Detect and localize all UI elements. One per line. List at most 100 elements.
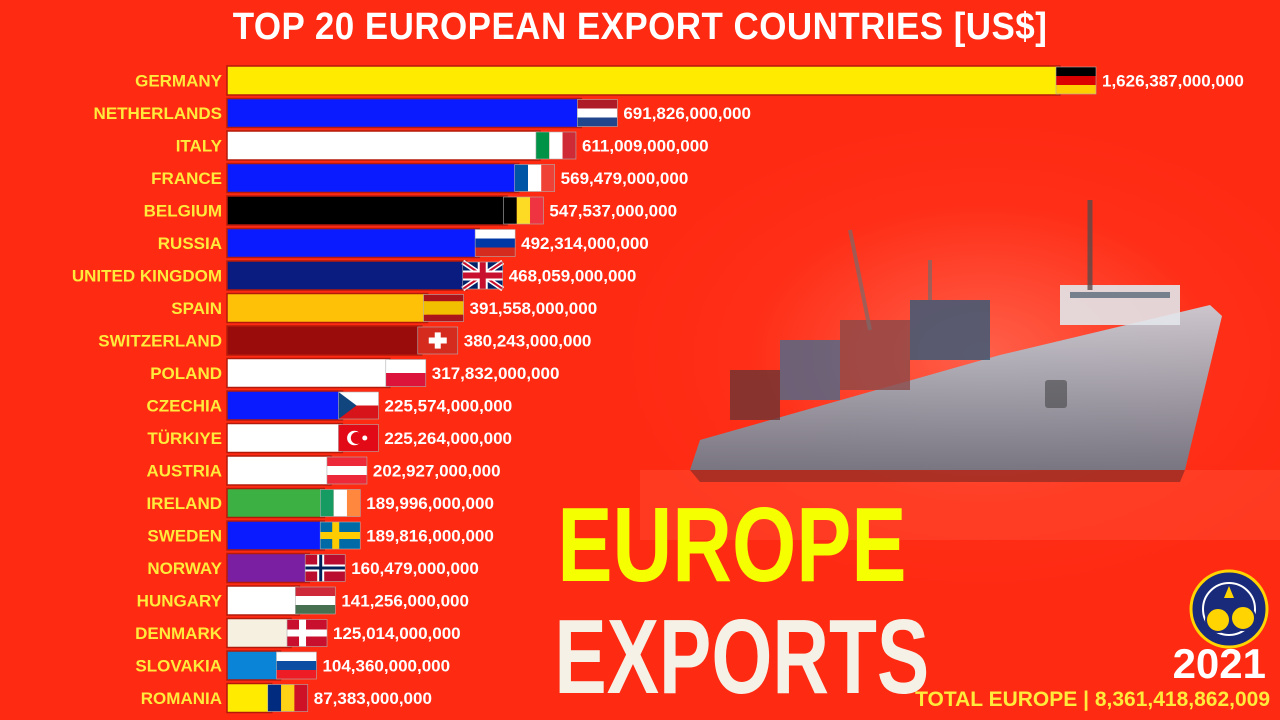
category-label: FRANCE: [151, 169, 222, 188]
category-label: NETHERLANDS: [94, 104, 222, 123]
category-label: TÜRKIYE: [147, 429, 222, 448]
category-label: SLOVAKIA: [135, 657, 222, 676]
value-label: 189,996,000,000: [366, 494, 494, 513]
flag-6-icon: [461, 259, 505, 292]
overlay-europe-text: EUROPE: [557, 486, 907, 604]
bar-row: SLOVAKIA 104,360,000,000: [135, 650, 450, 681]
bar-row: FRANCE 569,479,000,000: [151, 162, 689, 194]
bar: [226, 195, 509, 226]
flag-19-icon: [267, 684, 309, 712]
bar: [226, 552, 310, 584]
bar-row: AUSTRIA 202,927,000,000: [146, 455, 501, 486]
value-label: 87,383,000,000: [314, 689, 432, 708]
bar-row: HUNGARY 141,256,000,000: [137, 585, 469, 616]
flag-3-icon: [514, 164, 555, 192]
bar-row: SPAIN 391,558,000,000: [171, 292, 598, 324]
category-label: NORWAY: [147, 559, 222, 578]
bar: [226, 650, 282, 681]
flag-4-icon: [503, 196, 544, 225]
bar: [226, 487, 326, 519]
bar: [226, 390, 344, 421]
chart-title: TOP 20 EUROPEAN EXPORT COUNTRIES [US$]: [232, 6, 1048, 48]
bar-row: TÜRKIYE 225,264,000,000: [147, 422, 512, 454]
bar: [226, 682, 273, 714]
category-label: POLAND: [150, 364, 222, 383]
bar-row: GERMANY 1,626,387,000,000: [135, 65, 1244, 96]
value-label: 391,558,000,000: [470, 299, 598, 318]
bar: [226, 357, 391, 389]
value-label: 202,927,000,000: [373, 462, 501, 481]
bar: [226, 455, 332, 486]
value-label: 611,009,000,000: [582, 137, 709, 156]
category-label: DENMARK: [135, 624, 223, 643]
category-label: AUSTRIA: [146, 462, 222, 481]
value-label: 691,826,000,000: [623, 104, 751, 123]
value-label: 160,479,000,000: [351, 559, 479, 578]
category-label: CZECHIA: [146, 397, 222, 416]
category-label: SWEDEN: [147, 527, 222, 546]
bar: [226, 292, 429, 324]
flag-0-icon: [1055, 66, 1097, 95]
flag-7-icon: [423, 294, 464, 322]
bar: [226, 260, 468, 291]
value-label: 189,816,000,000: [366, 527, 494, 546]
bar: [226, 325, 423, 356]
total-europe-label: TOTAL EUROPE | 8,361,418,862,009: [915, 688, 1270, 711]
bar: [226, 617, 292, 649]
value-label: 225,574,000,000: [385, 397, 513, 416]
value-label: 317,832,000,000: [432, 364, 560, 383]
flag-16-icon: [295, 586, 336, 615]
bar: [226, 97, 583, 129]
bar-row: RUSSIA 492,314,000,000: [158, 227, 649, 259]
bar-row: SWITZERLAND 380,243,000,000: [98, 325, 592, 356]
flag-12-icon: [326, 456, 368, 485]
flag-14-icon: [319, 521, 361, 550]
flag-8-icon: [417, 326, 459, 355]
bar-row: BELGIUM 547,537,000,000: [144, 195, 677, 226]
value-label: 492,314,000,000: [521, 234, 649, 253]
value-label: 569,479,000,000: [561, 169, 689, 188]
category-label: ITALY: [176, 137, 223, 156]
bar-row: ITALY 611,009,000,000: [176, 130, 709, 161]
bar-row: ROMANIA 87,383,000,000: [141, 682, 432, 714]
category-label: GERMANY: [135, 72, 223, 91]
value-label: 547,537,000,000: [549, 202, 677, 221]
flag-18-icon: [276, 651, 317, 680]
category-label: SPAIN: [171, 299, 222, 318]
category-label: IRELAND: [146, 494, 222, 513]
flag-2-icon: [535, 131, 577, 160]
bar-row: SWEDEN 189,816,000,000: [147, 520, 494, 551]
year-label: 2021: [1172, 640, 1266, 687]
flag-17-icon: [286, 619, 328, 647]
value-label: 468,059,000,000: [509, 267, 637, 286]
bar-row: CZECHIA 225,574,000,000: [146, 390, 513, 421]
value-label: 1,626,387,000,000: [1102, 72, 1244, 91]
channel-logo-icon: [1189, 569, 1269, 649]
value-label: 104,360,000,000: [322, 657, 450, 676]
flag-15-icon: [304, 554, 346, 582]
bar-row: POLAND 317,832,000,000: [150, 357, 560, 389]
category-label: RUSSIA: [158, 234, 222, 253]
flag-5-icon: [474, 229, 516, 257]
flag-10-icon: [338, 391, 379, 420]
category-label: UNITED KINGDOM: [72, 267, 222, 286]
overlay-exports-text: EXPORTS: [554, 598, 930, 716]
value-label: 125,014,000,000: [333, 624, 461, 643]
value-label: 225,264,000,000: [384, 429, 512, 448]
bar-row: IRELAND 189,996,000,000: [146, 487, 494, 519]
flag-9-icon: [385, 359, 427, 387]
bar: [226, 585, 301, 616]
category-label: HUNGARY: [137, 592, 223, 611]
bar: [226, 227, 480, 259]
flag-1-icon: [577, 99, 618, 127]
value-label: 141,256,000,000: [341, 592, 469, 611]
flag-11-icon: [338, 424, 379, 452]
category-label: ROMANIA: [141, 689, 222, 708]
bar: [226, 65, 1061, 96]
bar: [226, 422, 344, 454]
bar-row: DENMARK 125,014,000,000: [135, 617, 461, 649]
value-label: 380,243,000,000: [464, 332, 592, 351]
bar: [226, 162, 520, 194]
bar: [226, 130, 541, 161]
